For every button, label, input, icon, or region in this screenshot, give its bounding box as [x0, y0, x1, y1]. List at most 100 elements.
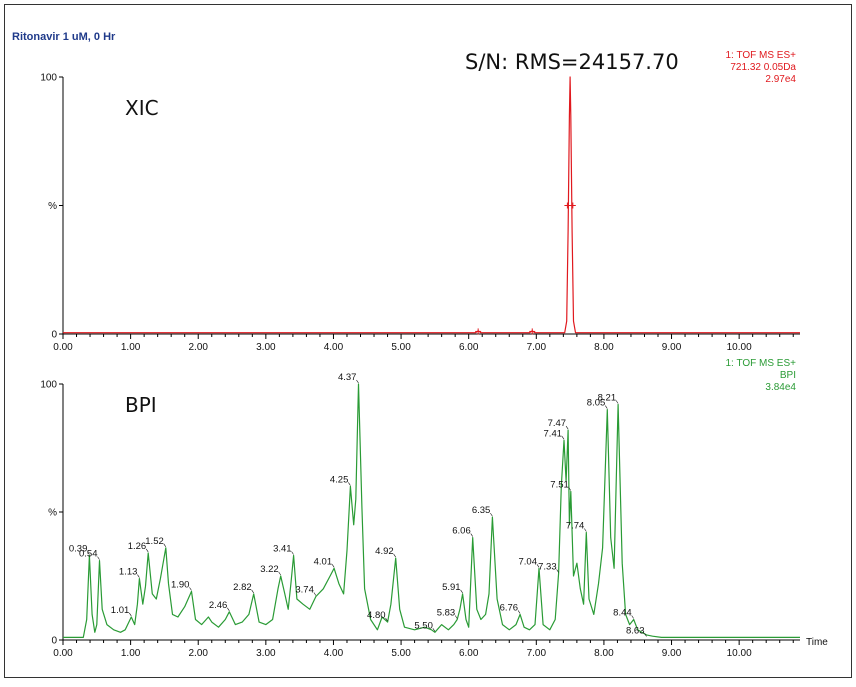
- peak-label-leader: [615, 400, 619, 404]
- xic-axes: 0% 100 0.00 1.00 2.00 3.00 4.00 5.00 6.00 7.00 8.0…: [40, 73, 800, 353]
- chart-title: Ritonavir 1 uM, 0 Hr: [12, 31, 116, 43]
- peak-label-leader: [251, 589, 254, 594]
- bpi-trace-line: [63, 383, 800, 639]
- bpi-y-tick-label: 100: [40, 380, 57, 391]
- peak-label: 7.33: [538, 561, 557, 572]
- peak-label-leader: [432, 628, 436, 632]
- xic-panel-label: XIC: [125, 96, 159, 120]
- bpi-axes: 0% 100 0.00 1.00 2.00 3.00 4.00 5.00 6.00 7.00 8.0…: [40, 380, 800, 659]
- peak-label-leader: [470, 533, 473, 537]
- peak-label-leader: [163, 543, 167, 548]
- bpi-x-tick-label: 7.00: [527, 648, 547, 659]
- xic-x-tick-label: 8.00: [594, 342, 614, 353]
- peak-label: 1.13: [119, 567, 138, 578]
- peak-label-leader: [565, 425, 569, 430]
- signal-to-noise-label: S/N: RMS=24157.70: [465, 50, 679, 74]
- bpi-x-tick-label: 5.00: [391, 648, 411, 659]
- peak-label: 4.80: [367, 610, 386, 621]
- peak-label: 8.21: [598, 392, 617, 403]
- peak-label: 1.90: [171, 579, 190, 590]
- peak-label-leader: [561, 436, 565, 440]
- peak-label-leader: [517, 610, 521, 614]
- xic-info-line-1: 1: TOF MS ES+: [726, 50, 797, 61]
- xic-x-tick-label: 3.00: [256, 342, 276, 353]
- peak-label-leader: [356, 379, 359, 384]
- peak-label: 0.54: [79, 549, 98, 560]
- peak-label-leader: [556, 569, 559, 573]
- peak-label: 2.46: [209, 600, 228, 611]
- bpi-panel-label: BPI: [125, 393, 157, 417]
- peak-label-leader: [87, 551, 90, 555]
- bpi-x-tick-label: 10.00: [727, 648, 752, 659]
- peak-label-leader: [348, 482, 351, 486]
- bpi-x-tick-label: 6.00: [459, 648, 479, 659]
- peak-label: 6.35: [472, 505, 491, 516]
- peak-label: 3.74: [295, 584, 314, 595]
- xic-panel: XIC S/N: RMS=24157.70 1: TOF MS ES+ 721.…: [40, 50, 800, 353]
- bpi-info-line-2: BPI: [780, 370, 796, 381]
- bpi-y-tick-label: %: [48, 508, 57, 519]
- peak-label: 8.63: [626, 625, 645, 636]
- peak-label: 6.06: [452, 526, 471, 537]
- peak-label-leader: [189, 587, 192, 591]
- peak-label-leader: [227, 607, 230, 612]
- peak-label: 7.74: [566, 520, 585, 531]
- peak-label: 7.41: [544, 428, 563, 439]
- bpi-y-tick-label: 0: [51, 636, 57, 647]
- peak-label-leader: [490, 512, 493, 517]
- peak-label-leader: [313, 592, 317, 596]
- peak-label: 7.51: [550, 480, 569, 491]
- xic-y-tick-label: 0: [51, 330, 57, 341]
- peak-label-leader: [460, 589, 463, 594]
- xic-info-line-3: 2.97e4: [765, 74, 796, 85]
- bpi-x-tick-label: 3.00: [256, 648, 276, 659]
- x-axis-label: Time: [806, 637, 828, 648]
- xic-y-tick-label: 100: [40, 73, 57, 84]
- bpi-panel: BPI 1: TOF MS ES+ BPI 3.84e4 Time 0%1000…: [40, 358, 828, 659]
- peak-label: 3.41: [273, 544, 292, 555]
- peak-label: 4.92: [375, 546, 394, 557]
- peak-label-leader: [454, 615, 458, 619]
- peak-label-leader: [631, 615, 634, 619]
- peak-label: 3.22: [260, 564, 279, 575]
- peak-label-leader: [393, 553, 396, 558]
- peak-label: 1.01: [111, 605, 130, 616]
- peak-label-leader: [137, 574, 140, 578]
- bpi-x-tick-label: 2.00: [188, 648, 208, 659]
- xic-x-tick-label: 2.00: [188, 342, 208, 353]
- peak-label: 4.01: [314, 556, 333, 567]
- peak-label: 1.52: [145, 536, 164, 547]
- peak-label-leader: [644, 633, 647, 637]
- peak-label-leader: [605, 405, 608, 409]
- peak-label-leader: [278, 571, 281, 576]
- peak-label-leader: [536, 564, 540, 568]
- peak-label: 4.37: [338, 372, 357, 383]
- bpi-x-tick-label: 9.00: [662, 648, 682, 659]
- xic-x-tick-label: 9.00: [662, 342, 682, 353]
- xic-x-tick-label: 6.00: [459, 342, 479, 353]
- xic-trace-line: [63, 76, 800, 334]
- peak-label: 5.83: [437, 608, 456, 619]
- peak-label-leader: [385, 617, 388, 622]
- peak-label: 0.39: [69, 544, 88, 555]
- peak-label: 5.50: [414, 620, 433, 631]
- peak-label: 6.76: [500, 602, 519, 613]
- bpi-x-tick-label: 1.00: [121, 648, 141, 659]
- xic-x-tick-label: 10.00: [727, 342, 752, 353]
- bpi-x-tick-label: 4.00: [324, 648, 344, 659]
- peak-label-leader: [331, 564, 335, 568]
- xic-info-line-2: 721.32 0.05Da: [730, 62, 796, 73]
- peak-label-leader: [129, 612, 132, 617]
- peak-label-leader: [291, 551, 294, 555]
- xic-plot-area: [63, 76, 800, 335]
- peak-label: 8.44: [613, 608, 632, 619]
- peak-label: 5.91: [442, 582, 461, 593]
- peak-label: 2.82: [233, 582, 252, 593]
- bpi-x-tick-label: 0.00: [53, 648, 73, 659]
- peak-label: 8.05: [587, 398, 606, 409]
- peak-label: 4.25: [330, 474, 349, 485]
- bpi-plot-area: 0.390.54 1.01 1.13 1.26 1.52 1.90 2.46 2.82 3.22…: [63, 372, 800, 639]
- xic-x-tick-label: 4.00: [324, 342, 344, 353]
